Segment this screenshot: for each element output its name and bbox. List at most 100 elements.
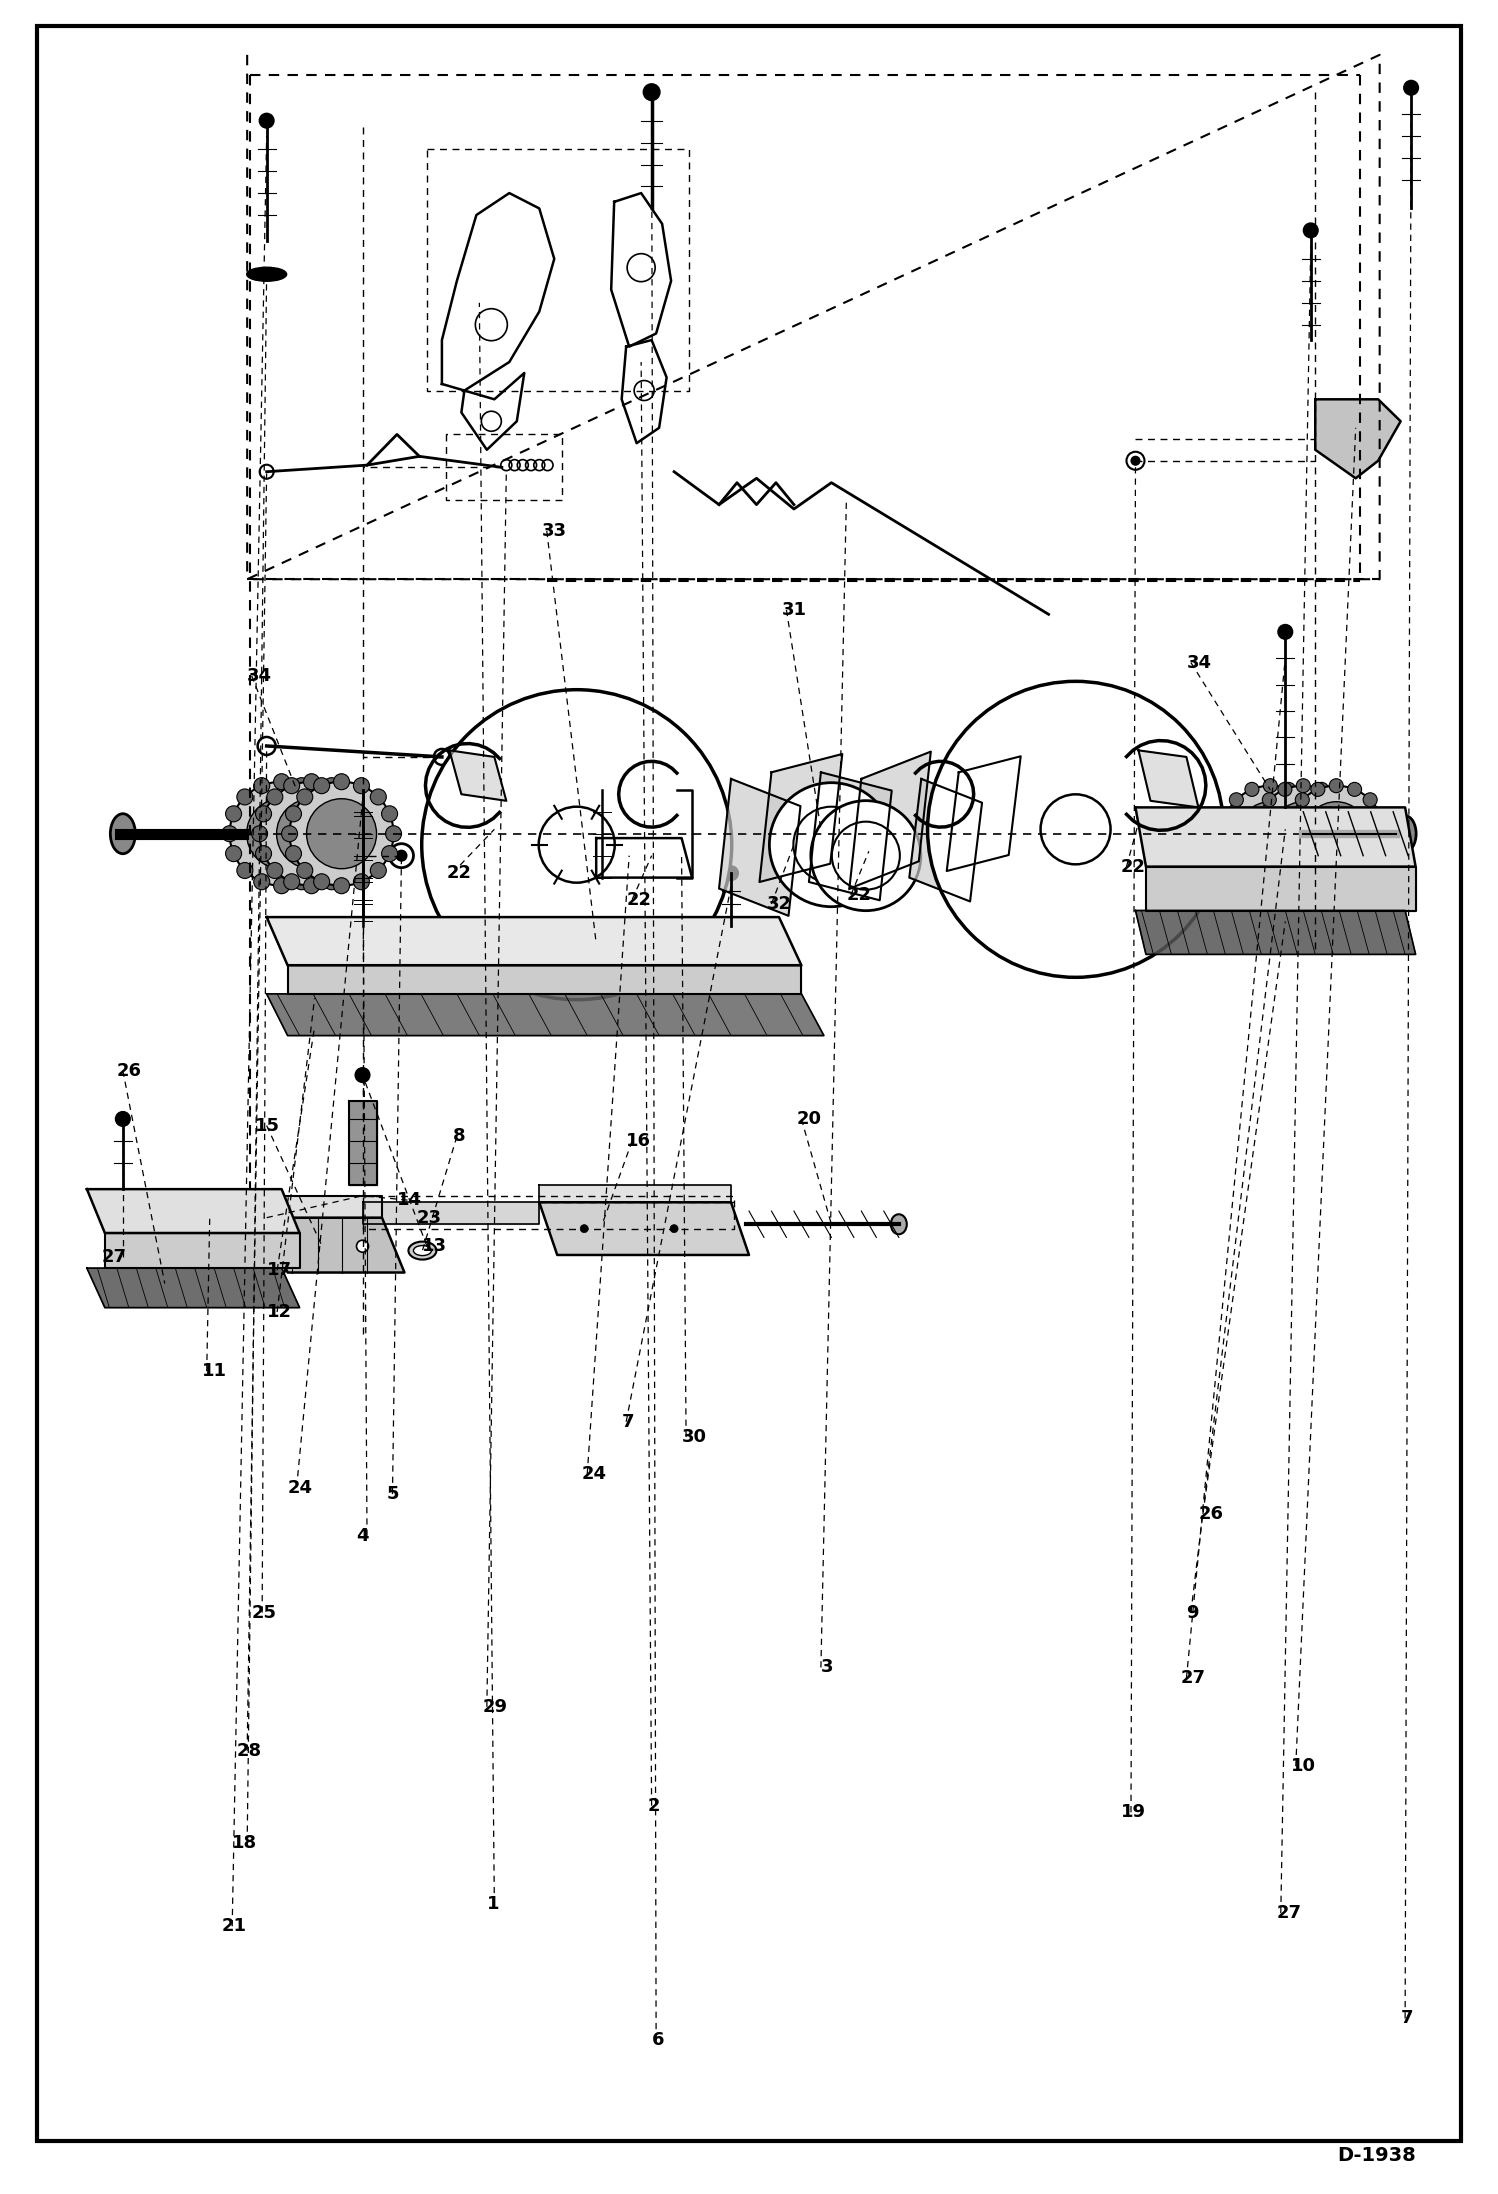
Circle shape: [730, 935, 739, 943]
Text: 26: 26: [117, 1062, 142, 1079]
Circle shape: [1330, 860, 1344, 875]
Text: 26: 26: [1198, 1505, 1224, 1523]
Text: 11: 11: [202, 1362, 228, 1380]
Circle shape: [927, 682, 1224, 976]
Circle shape: [422, 689, 731, 1000]
Text: 19: 19: [1121, 1803, 1146, 1821]
Text: 31: 31: [782, 601, 807, 619]
Circle shape: [354, 777, 370, 794]
Text: 5: 5: [386, 1485, 398, 1503]
Text: 34: 34: [1186, 654, 1212, 671]
Circle shape: [297, 790, 313, 805]
Polygon shape: [267, 1196, 382, 1218]
Circle shape: [1285, 807, 1299, 823]
Circle shape: [310, 862, 327, 878]
Text: 12: 12: [267, 1303, 292, 1321]
Circle shape: [352, 845, 367, 862]
Circle shape: [1311, 827, 1326, 840]
Circle shape: [539, 807, 614, 882]
Circle shape: [1329, 779, 1344, 792]
Polygon shape: [759, 755, 842, 882]
Circle shape: [1374, 845, 1387, 860]
Circle shape: [831, 823, 900, 889]
Circle shape: [259, 114, 274, 127]
Circle shape: [1252, 807, 1266, 823]
Circle shape: [1296, 792, 1309, 807]
Circle shape: [1254, 818, 1263, 827]
Polygon shape: [267, 917, 801, 965]
Polygon shape: [539, 1185, 731, 1202]
Text: 21: 21: [222, 1918, 247, 1935]
Circle shape: [274, 878, 289, 893]
Text: 22: 22: [446, 864, 472, 882]
Circle shape: [334, 878, 349, 893]
Text: 23: 23: [416, 1209, 442, 1226]
Circle shape: [1285, 845, 1299, 860]
Ellipse shape: [409, 1242, 436, 1259]
Text: 18: 18: [232, 1834, 258, 1852]
Circle shape: [256, 845, 271, 862]
Circle shape: [259, 781, 364, 886]
Text: 30: 30: [682, 1428, 707, 1446]
Circle shape: [340, 862, 357, 878]
Circle shape: [274, 774, 289, 790]
Polygon shape: [449, 750, 506, 801]
Circle shape: [1263, 875, 1278, 889]
Text: 27: 27: [1180, 1670, 1206, 1687]
Circle shape: [1374, 807, 1387, 823]
Circle shape: [1308, 845, 1321, 860]
Circle shape: [267, 862, 283, 878]
Circle shape: [1404, 81, 1419, 94]
Circle shape: [437, 928, 446, 937]
Circle shape: [286, 805, 301, 823]
Polygon shape: [849, 753, 930, 889]
Circle shape: [1248, 827, 1263, 840]
Text: 22: 22: [626, 891, 652, 908]
Text: 6: 6: [652, 2032, 664, 2049]
Circle shape: [810, 801, 921, 911]
Circle shape: [324, 777, 340, 794]
Circle shape: [222, 825, 238, 842]
Circle shape: [382, 845, 397, 862]
Circle shape: [685, 928, 694, 937]
Circle shape: [325, 825, 342, 842]
Circle shape: [1303, 224, 1318, 237]
Circle shape: [283, 873, 300, 891]
Circle shape: [304, 774, 319, 790]
Text: 8: 8: [452, 1128, 464, 1145]
Circle shape: [1296, 860, 1309, 875]
Circle shape: [1311, 783, 1324, 796]
Circle shape: [370, 790, 386, 805]
Circle shape: [286, 845, 301, 862]
Circle shape: [385, 825, 401, 842]
Circle shape: [1329, 875, 1344, 889]
Circle shape: [304, 878, 319, 893]
Circle shape: [145, 1213, 154, 1222]
Circle shape: [1219, 845, 1233, 860]
Circle shape: [1281, 827, 1296, 840]
Circle shape: [1344, 827, 1359, 840]
Text: 24: 24: [288, 1479, 313, 1496]
Text: 33: 33: [542, 522, 568, 540]
Text: 15: 15: [255, 1117, 280, 1134]
Circle shape: [355, 1068, 370, 1082]
Circle shape: [1297, 792, 1311, 807]
Circle shape: [1245, 783, 1258, 796]
Text: 1: 1: [487, 1896, 499, 1913]
Circle shape: [1341, 845, 1354, 860]
Text: 2: 2: [647, 1797, 659, 1814]
Circle shape: [334, 774, 349, 790]
Circle shape: [145, 1242, 154, 1251]
Polygon shape: [87, 1268, 300, 1308]
Circle shape: [357, 783, 369, 796]
Ellipse shape: [413, 1246, 431, 1255]
Text: 20: 20: [797, 1110, 822, 1128]
Text: 7: 7: [622, 1413, 634, 1430]
Circle shape: [1363, 792, 1377, 807]
Polygon shape: [947, 757, 1020, 871]
Circle shape: [294, 873, 310, 891]
Polygon shape: [288, 965, 801, 994]
Circle shape: [1282, 871, 1296, 884]
Circle shape: [252, 825, 268, 842]
Polygon shape: [719, 779, 800, 915]
